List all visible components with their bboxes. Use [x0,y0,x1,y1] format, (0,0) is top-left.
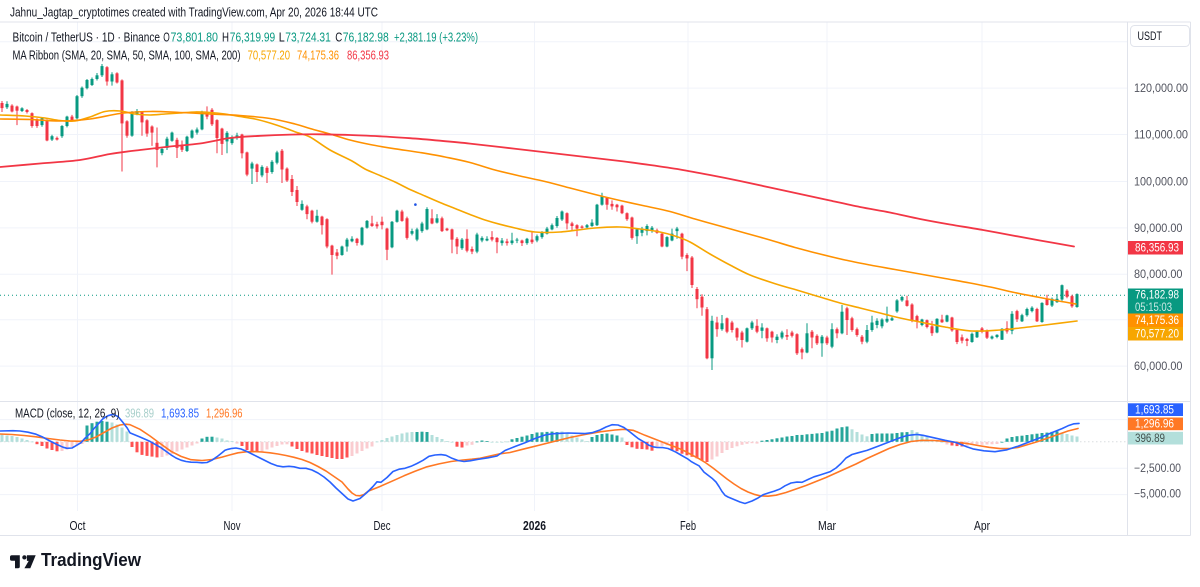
svg-text:MACD (close, 12, 26, 9): MACD (close, 12, 26, 9) [15,406,120,421]
svg-text:Feb: Feb [680,518,696,533]
svg-text:76,182.98: 76,182.98 [343,30,389,45]
svg-text:86,356.93: 86,356.93 [347,48,389,63]
svg-text:396.89: 396.89 [1135,433,1165,445]
svg-text:120,000.00: 120,000.00 [1134,83,1188,95]
svg-text:C: C [335,30,342,45]
svg-text:Mar: Mar [818,518,837,533]
svg-text:1,296.96: 1,296.96 [1135,419,1174,431]
svg-text:O: O [163,30,170,45]
svg-text:Apr: Apr [974,518,991,533]
svg-text:−5,000.00: −5,000.00 [1134,488,1181,500]
svg-text:Oct: Oct [70,518,86,533]
svg-text:76,182.98: 76,182.98 [1135,290,1179,302]
svg-text:+2,381.19 (+3.23%): +2,381.19 (+3.23%) [394,30,478,45]
svg-text:70,577.20: 70,577.20 [248,48,290,63]
svg-text:110,000.00: 110,000.00 [1134,130,1188,142]
svg-text:80,000.00: 80,000.00 [1134,269,1183,281]
svg-text:TradingView: TradingView [41,550,142,570]
svg-text:60,000.00: 60,000.00 [1134,361,1183,373]
svg-text:1,693.85: 1,693.85 [1135,404,1174,416]
svg-text:−2,500.00: −2,500.00 [1134,463,1181,475]
svg-text:USDT: USDT [1138,31,1163,43]
svg-text:100,000.00: 100,000.00 [1134,177,1188,189]
svg-text:90,000.00: 90,000.00 [1134,223,1183,235]
svg-text:2026: 2026 [523,518,546,533]
svg-text:1,296.96: 1,296.96 [206,406,243,421]
svg-text:396.89: 396.89 [125,406,154,421]
svg-text:H: H [222,30,229,45]
svg-text:Jahnu_Jagtap_cryptotimes creat: Jahnu_Jagtap_cryptotimes created with Tr… [10,6,378,20]
svg-text:Nov: Nov [224,518,241,533]
svg-text:1,693.85: 1,693.85 [161,406,199,421]
svg-text:86,356.93: 86,356.93 [1135,243,1179,255]
svg-text:73,801.80: 73,801.80 [171,30,219,45]
svg-text:Bitcoin / TetherUS · 1D · Bina: Bitcoin / TetherUS · 1D · Binance [13,30,161,45]
svg-text:MA Ribbon (SMA, 20, SMA, 50, S: MA Ribbon (SMA, 20, SMA, 50, SMA, 100, S… [13,48,241,63]
svg-text:73,724.31: 73,724.31 [285,30,331,45]
svg-text:76,319.99: 76,319.99 [230,30,275,45]
svg-text:70,577.20: 70,577.20 [1135,329,1179,341]
svg-text:05:15:03: 05:15:03 [1135,302,1172,314]
svg-text:74,175.36: 74,175.36 [297,48,339,63]
svg-text:L: L [279,30,285,45]
svg-text:Dec: Dec [374,518,391,533]
svg-text:74,175.36: 74,175.36 [1135,315,1179,327]
